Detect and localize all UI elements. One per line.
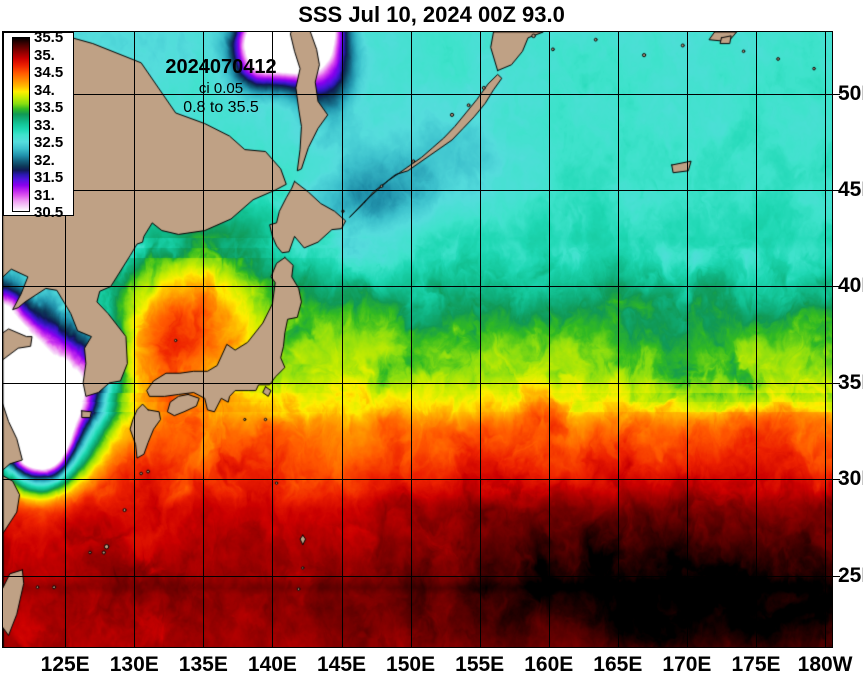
gridline-lon-145E [342, 32, 343, 647]
gridline-lon-180W [825, 32, 826, 647]
gridline-lon-140E [272, 32, 273, 647]
gridline-lon-135E [203, 32, 204, 647]
x-axis-label-145E: 145E [316, 653, 367, 676]
y-axis-label-35N: 35N [838, 370, 863, 394]
x-axis-label-165E: 165E [593, 653, 643, 676]
y-axis-tick-40N [833, 286, 840, 287]
colorbar-label-4: 33.5 [34, 99, 64, 116]
colorbar-tick-labels: 35.5 35. 34.5 34. 33.5 33. 32.5 32. 31.5 31. 30.5 [32, 29, 75, 221]
gridline-lon-170E [687, 32, 688, 647]
gridline-lat-50N [3, 94, 832, 95]
y-axis-tick-35N [833, 383, 840, 384]
colorbar-gradient [12, 37, 30, 212]
gridline-lat-40N [3, 286, 832, 287]
y-axis-tick-30N [833, 479, 840, 480]
gridline-lon-150E [411, 32, 412, 647]
gridline-lat-35N [3, 383, 832, 384]
y-axis-label-50N: 50N [838, 81, 863, 105]
y-axis-tick-25N [833, 576, 840, 577]
y-axis-label-30N: 30N [838, 467, 863, 491]
colorbar-label-5: 33. [34, 116, 55, 134]
colorbar-label-9: 31. [34, 186, 55, 204]
x-axis-label-125E: 125E [40, 653, 90, 676]
colorbar-label-2: 34.5 [34, 64, 64, 81]
gridline-lon-130E [134, 32, 135, 647]
x-axis-label-180W: 180W [797, 653, 853, 676]
y-axis-label-25N: 25N [838, 563, 863, 587]
colorbar-label-1: 35. [34, 46, 55, 64]
y-axis-tick-50N [833, 94, 840, 95]
colorbar-label-3: 34. [34, 81, 55, 99]
y-axis-label-45N: 45N [838, 178, 863, 202]
x-axis-label-150E: 150E [386, 653, 436, 676]
colorbar-label-0: 35.5 [34, 29, 64, 46]
y-axis-label-40N: 40N [838, 274, 863, 298]
gridline-lon-125E [65, 32, 66, 647]
colorbar[interactable]: 35.5 35. 34.5 34. 33.5 33. 32.5 32. 31.5 31. 30.5 [3, 29, 75, 221]
page-title: SSS Jul 10, 2024 00Z 93.0 [298, 2, 565, 27]
x-axis-label-140E: 140E [247, 653, 297, 676]
x-axis-label-160E: 160E [524, 653, 574, 676]
x-axis-label-170E: 170E [662, 653, 712, 676]
colorbar-label-8: 31.5 [34, 169, 64, 186]
gridline-lon-175E [756, 32, 757, 647]
gridline-lon-155E [480, 32, 481, 647]
gridline-lat-30N [3, 479, 832, 480]
x-axis-label-135E: 135E [178, 653, 228, 676]
salinity-heatmap-canvas [3, 32, 832, 647]
map-plot-area[interactable] [2, 31, 833, 648]
colorbar-label-6: 32.5 [34, 134, 64, 151]
x-axis-label-175E: 175E [731, 653, 781, 676]
gridline-lon-160E [549, 32, 550, 647]
x-axis-label-155E: 155E [455, 653, 505, 676]
gridline-lat-25N [3, 576, 832, 577]
gridline-lat-45N [3, 190, 832, 191]
y-axis-tick-45N [833, 190, 840, 191]
colorbar-label-10: 30.5 [34, 204, 64, 221]
colorbar-label-7: 32. [34, 151, 55, 169]
x-axis-label-130E: 130E [109, 653, 159, 676]
gridline-lon-165E [618, 32, 619, 647]
